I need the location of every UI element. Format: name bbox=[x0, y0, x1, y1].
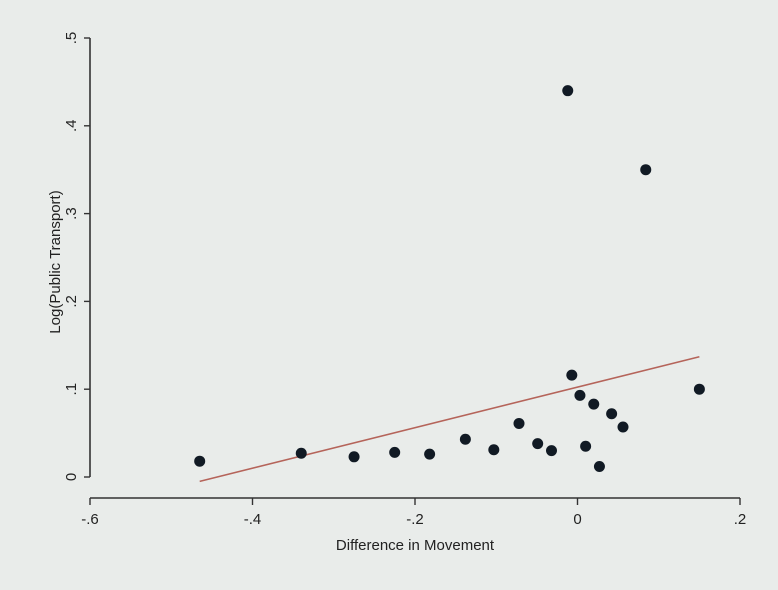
y-axis-ticks: 0 .1 .2 .3 .4 .5 bbox=[63, 32, 90, 481]
data-point bbox=[606, 408, 618, 420]
x-axis-ticks: -.6 -.4 -.2 0 .2 bbox=[81, 498, 746, 528]
data-point bbox=[588, 398, 600, 410]
data-point bbox=[562, 85, 574, 97]
fit-line bbox=[199, 355, 700, 483]
data-point bbox=[424, 448, 436, 460]
data-point bbox=[580, 440, 592, 452]
data-point bbox=[295, 447, 307, 459]
x-tick-label: 0 bbox=[573, 511, 581, 528]
data-point bbox=[488, 444, 500, 456]
x-tick-label: -.6 bbox=[81, 511, 99, 528]
x-axis-label: Difference in Movement bbox=[336, 537, 495, 554]
data-point bbox=[693, 383, 705, 395]
x-tick-label: .2 bbox=[734, 511, 747, 528]
data-points bbox=[194, 85, 705, 472]
y-tick-label: 0 bbox=[63, 473, 80, 481]
data-point bbox=[532, 438, 544, 450]
y-tick-label: .1 bbox=[63, 383, 80, 396]
x-tick-label: -.2 bbox=[406, 511, 424, 528]
data-point bbox=[593, 460, 605, 472]
data-point bbox=[194, 455, 206, 467]
data-point bbox=[574, 389, 586, 401]
y-tick-label: .5 bbox=[63, 32, 80, 45]
data-point bbox=[459, 433, 471, 445]
y-tick-label: .2 bbox=[63, 295, 80, 308]
y-tick-label: .4 bbox=[63, 120, 80, 133]
data-point bbox=[566, 369, 578, 381]
data-point bbox=[617, 421, 629, 433]
y-tick-label: .3 bbox=[63, 207, 80, 220]
data-point bbox=[389, 446, 401, 458]
y-axis-label: Log(Public Transport) bbox=[47, 190, 64, 333]
data-point bbox=[640, 164, 652, 176]
data-point bbox=[513, 417, 525, 429]
x-tick-label: -.4 bbox=[244, 511, 262, 528]
data-point bbox=[546, 445, 557, 457]
data-point bbox=[348, 451, 360, 463]
